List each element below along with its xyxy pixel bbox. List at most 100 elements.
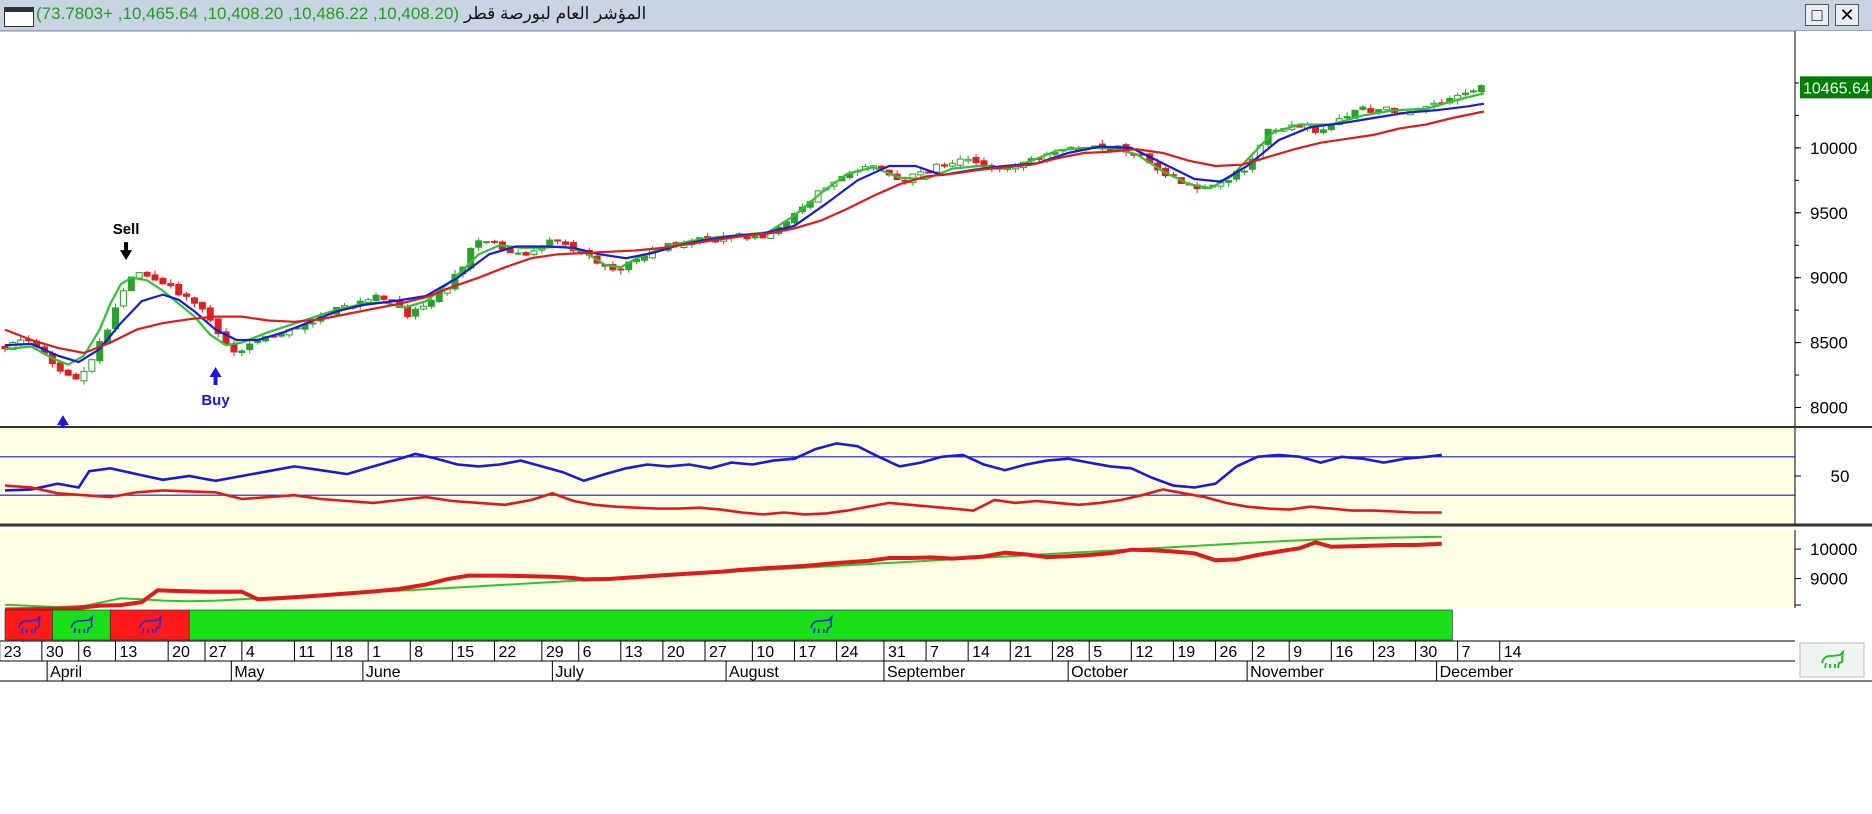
- price-candle-up: [956, 158, 964, 166]
- price-candle-up: [1383, 106, 1391, 111]
- x-axis-month-label: November: [1250, 664, 1324, 681]
- price-candle-up: [751, 236, 759, 239]
- x-axis-month-label: April: [50, 664, 82, 681]
- x-axis-day-label: 23: [1377, 644, 1395, 661]
- bull-icon: [70, 614, 94, 634]
- bear-icon: [17, 614, 41, 634]
- trend-axis-label: 10000: [1810, 540, 1857, 559]
- bull-icon-shape: [810, 614, 833, 634]
- x-axis-month-label: May: [234, 664, 264, 681]
- price-candle-up: [1469, 90, 1477, 93]
- x-axis-day-label: 15: [456, 644, 474, 661]
- price-candle-down: [230, 343, 238, 353]
- price-candle-up: [412, 308, 420, 317]
- price-axis-label: 9000: [1810, 269, 1848, 288]
- price-candle-down: [940, 164, 948, 167]
- x-axis-day-label: 23: [4, 644, 22, 661]
- x-axis-month-label: August: [729, 664, 779, 681]
- ohlc-values: (10,408.20, 10,486.22, 10,408.20, 10,465…: [36, 4, 460, 23]
- x-axis-month-label: October: [1071, 664, 1129, 681]
- price-candle-up: [964, 158, 972, 162]
- price-candle-down: [64, 369, 72, 376]
- x-axis-day-label: 24: [841, 644, 859, 661]
- regime-bull-segment: [52, 609, 111, 641]
- price-candle-up: [238, 350, 246, 353]
- price-candle-up: [530, 250, 538, 255]
- price-candle-up: [88, 359, 96, 372]
- x-axis-day-label: 18: [335, 644, 353, 661]
- x-axis-day-label: 29: [546, 644, 564, 661]
- price-candle-up: [1462, 92, 1470, 95]
- slow-moving-average-line: [4, 110, 1485, 355]
- bottom-blank-area: [0, 682, 1872, 814]
- x-axis-day-label: 8: [414, 644, 423, 661]
- price-candle-down: [522, 252, 530, 256]
- price-candle-down: [380, 295, 388, 300]
- trend-red-line: [4, 540, 1442, 612]
- price-candle-down: [1296, 125, 1304, 128]
- x-axis-month-label: December: [1440, 664, 1514, 681]
- x-axis-day-label: 17: [798, 644, 816, 661]
- x-axis-day-label: 16: [1335, 644, 1353, 661]
- bear-icon-shape: [17, 614, 41, 634]
- sell-signal-label: Sell: [113, 221, 140, 238]
- x-axis-day-label: 11: [298, 644, 315, 661]
- x-axis-day-label: 20: [667, 644, 685, 661]
- price-candle-down: [56, 362, 64, 372]
- price-candle-up: [917, 171, 925, 176]
- price-candle-up: [119, 290, 127, 307]
- x-axis-month-label: July: [555, 664, 583, 681]
- x-axis-day-label: 14: [1504, 644, 1522, 661]
- bear-icon-shape: [138, 614, 162, 634]
- bull-icon-shape: [70, 614, 94, 634]
- price-candle-down: [214, 318, 222, 335]
- x-axis-day-label: 7: [930, 644, 939, 661]
- price-candle-up: [1359, 106, 1367, 110]
- price-candle-up: [372, 294, 380, 302]
- price-candle-down: [972, 157, 980, 164]
- price-candle-up: [1240, 170, 1248, 173]
- x-axis-day-label: 21: [1014, 644, 1032, 661]
- bull-icon-shape: [1821, 649, 1845, 669]
- close-icon[interactable]: ✕: [1835, 4, 1859, 26]
- index-name: المؤشر العام لبورصة قطر: [463, 4, 647, 23]
- price-candle-down: [759, 234, 767, 239]
- corner-icon-box: [1799, 642, 1865, 678]
- price-axis-label: 9500: [1810, 204, 1848, 223]
- price-candle-up: [948, 162, 956, 167]
- trend-axis-label: 9000: [1810, 570, 1848, 589]
- price-candle-down: [183, 293, 191, 297]
- price-candle-down: [980, 160, 988, 167]
- price-candle-down: [1106, 148, 1114, 151]
- buy-signal-arrow: [209, 367, 222, 386]
- regime-bull-segment: [188, 609, 1453, 641]
- x-axis-day-label: 6: [583, 644, 592, 661]
- price-candle-up: [514, 252, 522, 255]
- price-candle-down: [159, 277, 167, 285]
- x-axis-day-label: 5: [1093, 644, 1102, 661]
- price-candle-down: [206, 307, 214, 321]
- price-candle-down: [562, 241, 570, 245]
- x-axis-day-label: 4: [246, 644, 255, 661]
- bull-icon: [810, 614, 833, 634]
- fast-moving-average-line: [4, 92, 1485, 366]
- maximize-icon[interactable]: □: [1805, 4, 1829, 26]
- last-price-tag: [1800, 76, 1872, 99]
- price-candle-up: [1225, 180, 1233, 183]
- x-axis-month-label: June: [366, 664, 401, 681]
- x-axis-day-label: 27: [709, 644, 727, 661]
- buy-signal-label: Buy: [201, 392, 230, 409]
- x-axis-day-label: 6: [83, 644, 92, 661]
- price-candle-up: [135, 272, 143, 279]
- window-icon[interactable]: [4, 7, 34, 27]
- x-axis-day-label: 28: [1056, 644, 1074, 661]
- bear-icon: [138, 614, 162, 634]
- price-candle-down: [198, 301, 206, 310]
- x-axis-month-label: September: [887, 664, 966, 681]
- price-axis-label: 8500: [1810, 334, 1848, 353]
- price-candle-up: [538, 248, 546, 251]
- oscillator-axis-label: 50: [1831, 467, 1850, 486]
- x-axis-day-label: 27: [209, 644, 227, 661]
- price-candle-down: [143, 271, 151, 277]
- x-axis-day-label: 19: [1177, 644, 1195, 661]
